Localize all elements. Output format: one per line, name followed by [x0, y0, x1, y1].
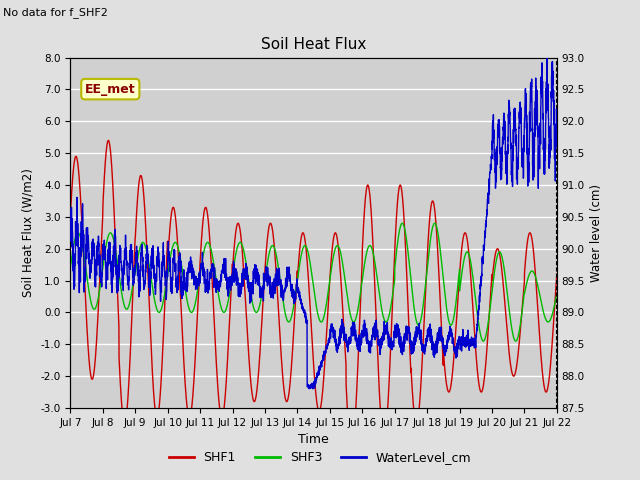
X-axis label: Time: Time — [298, 433, 329, 446]
Title: Soil Heat Flux: Soil Heat Flux — [261, 37, 366, 52]
Text: EE_met: EE_met — [85, 83, 136, 96]
Y-axis label: Soil Heat Flux (W/m2): Soil Heat Flux (W/m2) — [22, 168, 35, 297]
Legend: SHF1, SHF3, WaterLevel_cm: SHF1, SHF3, WaterLevel_cm — [164, 446, 476, 469]
Text: No data for f_SHF2: No data for f_SHF2 — [3, 7, 108, 18]
Y-axis label: Water level (cm): Water level (cm) — [591, 184, 604, 282]
